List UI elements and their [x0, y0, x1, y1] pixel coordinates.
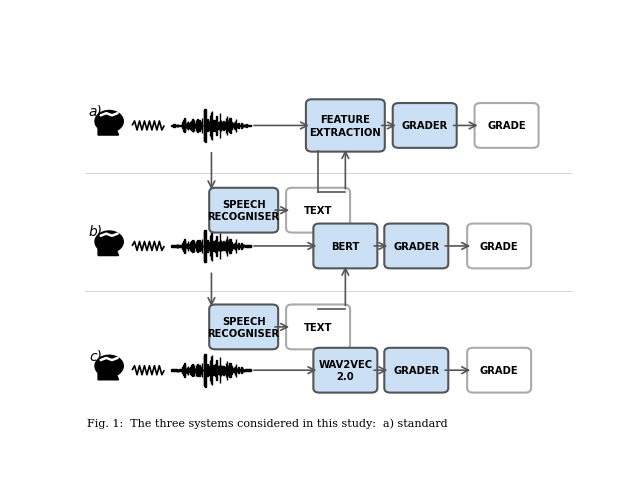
Text: SPEECH
RECOGNISER: SPEECH RECOGNISER — [207, 316, 280, 338]
Polygon shape — [98, 246, 118, 256]
Text: TEXT: TEXT — [304, 206, 332, 216]
FancyBboxPatch shape — [314, 348, 378, 393]
Text: GRADER: GRADER — [393, 366, 440, 375]
Text: SPEECH
RECOGNISER: SPEECH RECOGNISER — [207, 200, 280, 222]
Text: GRADE: GRADE — [487, 121, 526, 131]
FancyBboxPatch shape — [467, 348, 531, 393]
Text: b): b) — [89, 224, 103, 239]
Text: Fig. 1:  The three systems considered in this study:  a) standard: Fig. 1: The three systems considered in … — [88, 418, 448, 428]
FancyBboxPatch shape — [467, 224, 531, 269]
Text: FEATURE
EXTRACTION: FEATURE EXTRACTION — [310, 115, 381, 138]
Circle shape — [95, 111, 124, 133]
Text: WAV2VEC
2.0: WAV2VEC 2.0 — [318, 359, 372, 382]
Polygon shape — [98, 125, 118, 136]
FancyBboxPatch shape — [384, 224, 448, 269]
Text: GRADE: GRADE — [480, 242, 518, 251]
FancyBboxPatch shape — [384, 348, 448, 393]
Polygon shape — [98, 370, 118, 380]
FancyBboxPatch shape — [306, 100, 385, 152]
FancyBboxPatch shape — [209, 188, 278, 233]
Circle shape — [95, 231, 124, 253]
Text: GRADER: GRADER — [393, 242, 440, 251]
FancyBboxPatch shape — [209, 305, 278, 349]
FancyBboxPatch shape — [286, 305, 350, 349]
Text: BERT: BERT — [331, 242, 360, 251]
FancyBboxPatch shape — [475, 104, 538, 148]
FancyBboxPatch shape — [314, 224, 378, 269]
Text: TEXT: TEXT — [304, 322, 332, 332]
Text: a): a) — [89, 104, 103, 118]
Circle shape — [95, 355, 124, 377]
FancyBboxPatch shape — [393, 104, 457, 148]
FancyBboxPatch shape — [286, 188, 350, 233]
Text: GRADER: GRADER — [401, 121, 448, 131]
Text: c): c) — [89, 348, 102, 363]
Text: GRADE: GRADE — [480, 366, 518, 375]
